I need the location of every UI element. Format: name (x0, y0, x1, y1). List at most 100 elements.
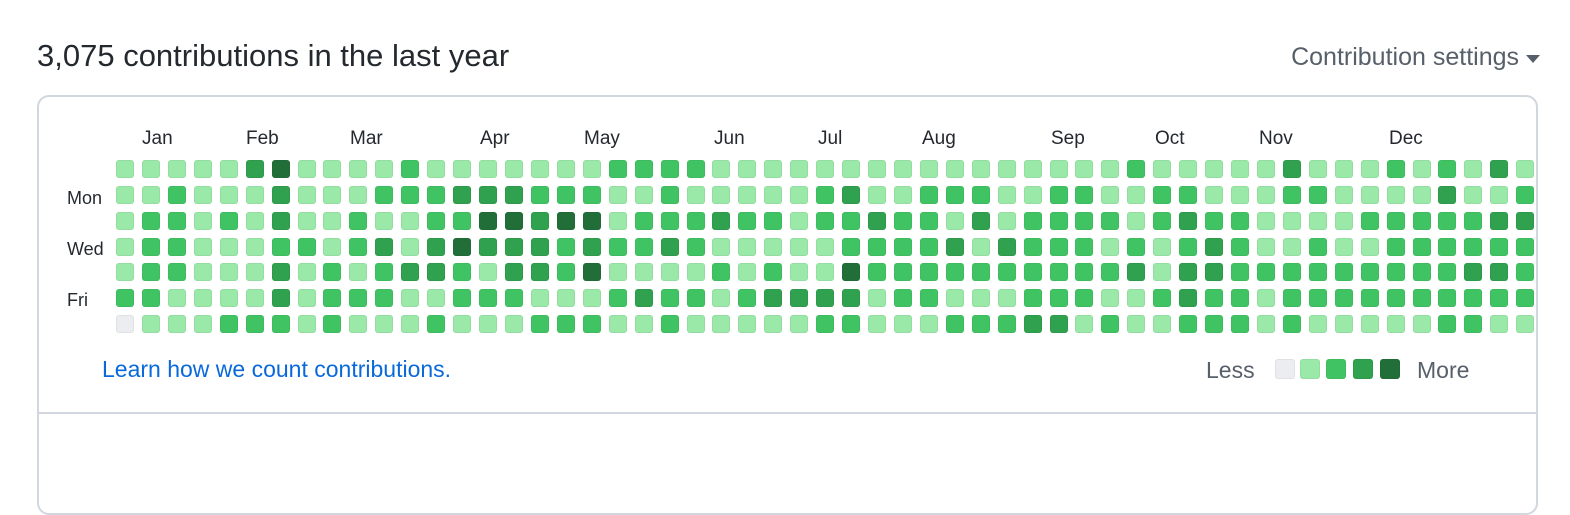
contribution-day-cell[interactable] (1283, 263, 1301, 281)
contribution-day-cell[interactable] (842, 212, 860, 230)
contribution-day-cell[interactable] (635, 212, 653, 230)
contribution-day-cell[interactable] (1101, 315, 1119, 333)
contribution-day-cell[interactable] (1127, 263, 1145, 281)
contribution-day-cell[interactable] (1075, 186, 1093, 204)
contribution-day-cell[interactable] (1101, 186, 1119, 204)
contribution-day-cell[interactable] (738, 315, 756, 333)
contribution-day-cell[interactable] (738, 212, 756, 230)
contribution-day-cell[interactable] (1413, 263, 1431, 281)
contribution-day-cell[interactable] (298, 160, 316, 178)
contribution-day-cell[interactable] (661, 315, 679, 333)
contribution-day-cell[interactable] (401, 238, 419, 256)
contribution-day-cell[interactable] (1490, 315, 1508, 333)
contribution-day-cell[interactable] (764, 186, 782, 204)
contribution-day-cell[interactable] (453, 289, 471, 307)
contribution-day-cell[interactable] (375, 289, 393, 307)
contribution-day-cell[interactable] (583, 263, 601, 281)
contribution-day-cell[interactable] (1024, 238, 1042, 256)
contribution-day-cell[interactable] (427, 160, 445, 178)
contribution-day-cell[interactable] (531, 238, 549, 256)
contribution-day-cell[interactable] (609, 212, 627, 230)
contribution-day-cell[interactable] (168, 289, 186, 307)
contribution-day-cell[interactable] (583, 289, 601, 307)
contribution-day-cell[interactable] (920, 238, 938, 256)
contribution-day-cell[interactable] (687, 238, 705, 256)
contribution-day-cell[interactable] (1464, 160, 1482, 178)
contribution-day-cell[interactable] (1516, 186, 1534, 204)
contribution-day-cell[interactable] (842, 160, 860, 178)
contribution-day-cell[interactable] (738, 160, 756, 178)
contribution-day-cell[interactable] (479, 263, 497, 281)
contribution-day-cell[interactable] (790, 186, 808, 204)
contribution-day-cell[interactable] (142, 160, 160, 178)
contribution-day-cell[interactable] (1205, 315, 1223, 333)
contribution-day-cell[interactable] (349, 212, 367, 230)
contribution-day-cell[interactable] (816, 238, 834, 256)
contribution-day-cell[interactable] (894, 212, 912, 230)
contribution-day-cell[interactable] (1413, 212, 1431, 230)
contribution-day-cell[interactable] (1153, 315, 1171, 333)
contribution-day-cell[interactable] (1413, 315, 1431, 333)
contribution-day-cell[interactable] (764, 212, 782, 230)
contribution-day-cell[interactable] (1516, 263, 1534, 281)
contribution-day-cell[interactable] (635, 186, 653, 204)
contribution-day-cell[interactable] (298, 315, 316, 333)
contribution-day-cell[interactable] (505, 315, 523, 333)
contribution-day-cell[interactable] (142, 238, 160, 256)
contribution-day-cell[interactable] (401, 263, 419, 281)
contribution-day-cell[interactable] (401, 315, 419, 333)
contribution-day-cell[interactable] (635, 289, 653, 307)
contribution-day-cell[interactable] (1050, 263, 1068, 281)
contribution-day-cell[interactable] (298, 238, 316, 256)
contribution-day-cell[interactable] (790, 263, 808, 281)
contribution-day-cell[interactable] (1050, 238, 1068, 256)
contribution-day-cell[interactable] (453, 263, 471, 281)
contribution-day-cell[interactable] (1438, 289, 1456, 307)
contribution-day-cell[interactable] (687, 160, 705, 178)
contribution-day-cell[interactable] (1153, 289, 1171, 307)
contribution-day-cell[interactable] (712, 212, 730, 230)
contribution-day-cell[interactable] (868, 212, 886, 230)
contribution-day-cell[interactable] (375, 238, 393, 256)
contribution-day-cell[interactable] (220, 212, 238, 230)
contribution-day-cell[interactable] (894, 289, 912, 307)
contribution-day-cell[interactable] (298, 186, 316, 204)
contribution-day-cell[interactable] (375, 186, 393, 204)
contribution-day-cell[interactable] (661, 212, 679, 230)
contribution-day-cell[interactable] (609, 160, 627, 178)
contribution-day-cell[interactable] (1464, 289, 1482, 307)
contribution-day-cell[interactable] (427, 315, 445, 333)
contribution-day-cell[interactable] (1257, 263, 1275, 281)
contribution-day-cell[interactable] (479, 315, 497, 333)
contribution-day-cell[interactable] (1413, 289, 1431, 307)
contribution-day-cell[interactable] (427, 263, 445, 281)
contribution-day-cell[interactable] (1153, 160, 1171, 178)
contribution-day-cell[interactable] (609, 263, 627, 281)
contribution-day-cell[interactable] (1309, 186, 1327, 204)
contribution-day-cell[interactable] (1075, 160, 1093, 178)
contribution-day-cell[interactable] (116, 263, 134, 281)
contribution-day-cell[interactable] (816, 315, 834, 333)
contribution-day-cell[interactable] (375, 315, 393, 333)
contribution-day-cell[interactable] (557, 315, 575, 333)
contribution-day-cell[interactable] (1335, 186, 1353, 204)
contribution-day-cell[interactable] (272, 160, 290, 178)
contribution-day-cell[interactable] (609, 315, 627, 333)
contribution-day-cell[interactable] (557, 289, 575, 307)
contribution-day-cell[interactable] (1490, 212, 1508, 230)
contribution-day-cell[interactable] (479, 160, 497, 178)
contribution-day-cell[interactable] (453, 186, 471, 204)
contribution-day-cell[interactable] (868, 238, 886, 256)
contribution-day-cell[interactable] (842, 315, 860, 333)
contribution-day-cell[interactable] (920, 160, 938, 178)
contribution-day-cell[interactable] (687, 212, 705, 230)
contribution-day-cell[interactable] (764, 263, 782, 281)
contribution-day-cell[interactable] (868, 289, 886, 307)
contribution-day-cell[interactable] (375, 212, 393, 230)
contribution-day-cell[interactable] (1179, 212, 1197, 230)
contribution-day-cell[interactable] (842, 263, 860, 281)
contribution-day-cell[interactable] (531, 315, 549, 333)
contribution-day-cell[interactable] (920, 186, 938, 204)
contribution-day-cell[interactable] (1179, 289, 1197, 307)
contribution-day-cell[interactable] (1516, 238, 1534, 256)
